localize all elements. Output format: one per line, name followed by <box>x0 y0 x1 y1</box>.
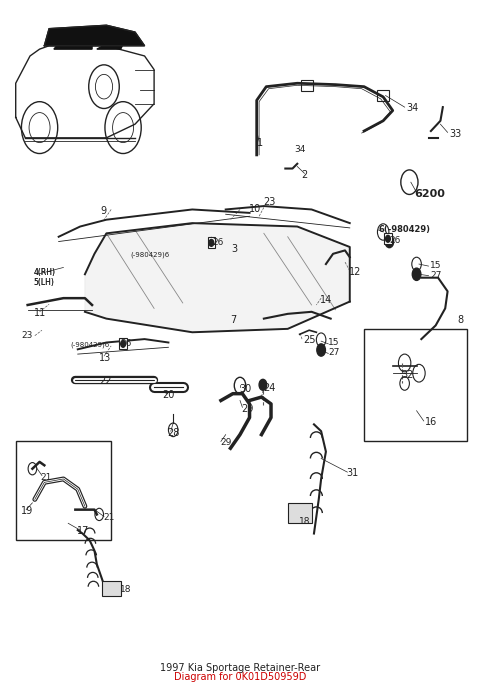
Text: 24: 24 <box>263 383 276 393</box>
Text: 10: 10 <box>249 204 261 214</box>
Bar <box>288 503 312 523</box>
Text: 16: 16 <box>425 417 437 427</box>
Text: 1: 1 <box>257 138 263 147</box>
Text: 12: 12 <box>349 267 361 277</box>
Polygon shape <box>85 223 350 332</box>
Text: 26: 26 <box>213 238 224 247</box>
Bar <box>16 441 111 540</box>
Text: 14: 14 <box>320 295 333 305</box>
Text: (-980429)6: (-980429)6 <box>71 341 110 348</box>
Text: 6(-980429): 6(-980429) <box>378 225 431 234</box>
Text: 34: 34 <box>294 145 305 154</box>
Bar <box>102 582 120 596</box>
Circle shape <box>209 240 214 247</box>
Text: 20: 20 <box>163 390 175 400</box>
Text: 5(LH): 5(LH) <box>34 278 55 287</box>
Text: 32: 32 <box>401 370 414 379</box>
Text: (-980429)6: (-980429)6 <box>130 252 169 258</box>
Circle shape <box>317 344 325 356</box>
Text: 18: 18 <box>299 516 310 526</box>
Text: Diagram for 0K01D50959D: Diagram for 0K01D50959D <box>174 672 306 682</box>
Text: 4(RH): 4(RH) <box>34 269 56 277</box>
Text: 27: 27 <box>328 348 340 358</box>
Text: 8: 8 <box>457 315 463 325</box>
Bar <box>119 338 127 349</box>
Text: 28: 28 <box>168 427 180 438</box>
Text: 15: 15 <box>328 338 340 347</box>
Text: 11: 11 <box>34 308 46 318</box>
Text: 31: 31 <box>346 469 358 479</box>
Circle shape <box>385 236 394 248</box>
Text: 30: 30 <box>239 384 252 394</box>
Polygon shape <box>44 25 144 46</box>
Text: 13: 13 <box>99 353 111 362</box>
Text: 2: 2 <box>301 170 307 179</box>
Text: 4(RH): 4(RH) <box>34 269 56 277</box>
Text: 21: 21 <box>40 473 52 482</box>
Text: 9: 9 <box>101 206 107 216</box>
Circle shape <box>120 340 125 347</box>
Text: 34: 34 <box>406 103 419 114</box>
Text: 5(LH): 5(LH) <box>34 278 55 287</box>
Text: 26: 26 <box>120 339 132 349</box>
Text: 1997 Kia Sportage Retainer-Rear: 1997 Kia Sportage Retainer-Rear <box>160 663 320 673</box>
Text: 22: 22 <box>99 376 112 386</box>
Text: 25: 25 <box>303 336 316 345</box>
Text: 15: 15 <box>430 261 442 270</box>
Bar <box>384 234 392 245</box>
Text: 26: 26 <box>389 236 401 245</box>
Circle shape <box>385 236 390 242</box>
Polygon shape <box>97 39 125 49</box>
Text: 7: 7 <box>230 315 237 325</box>
Circle shape <box>259 379 267 390</box>
Text: 29: 29 <box>220 438 231 447</box>
Text: 23: 23 <box>22 331 33 340</box>
Text: 18: 18 <box>120 585 131 594</box>
Text: 23: 23 <box>263 197 276 207</box>
Text: 6200: 6200 <box>414 189 445 199</box>
Polygon shape <box>54 32 92 49</box>
Bar <box>301 80 312 90</box>
Text: 19: 19 <box>22 506 34 516</box>
Bar <box>364 329 467 441</box>
Bar <box>207 238 215 249</box>
Bar <box>377 90 389 101</box>
Text: 27: 27 <box>430 271 441 280</box>
Text: 29: 29 <box>241 403 254 414</box>
Circle shape <box>412 268 421 280</box>
Text: 17: 17 <box>77 527 89 536</box>
Text: 21: 21 <box>103 513 114 523</box>
Text: 33: 33 <box>449 129 461 139</box>
Text: 3: 3 <box>231 244 238 254</box>
